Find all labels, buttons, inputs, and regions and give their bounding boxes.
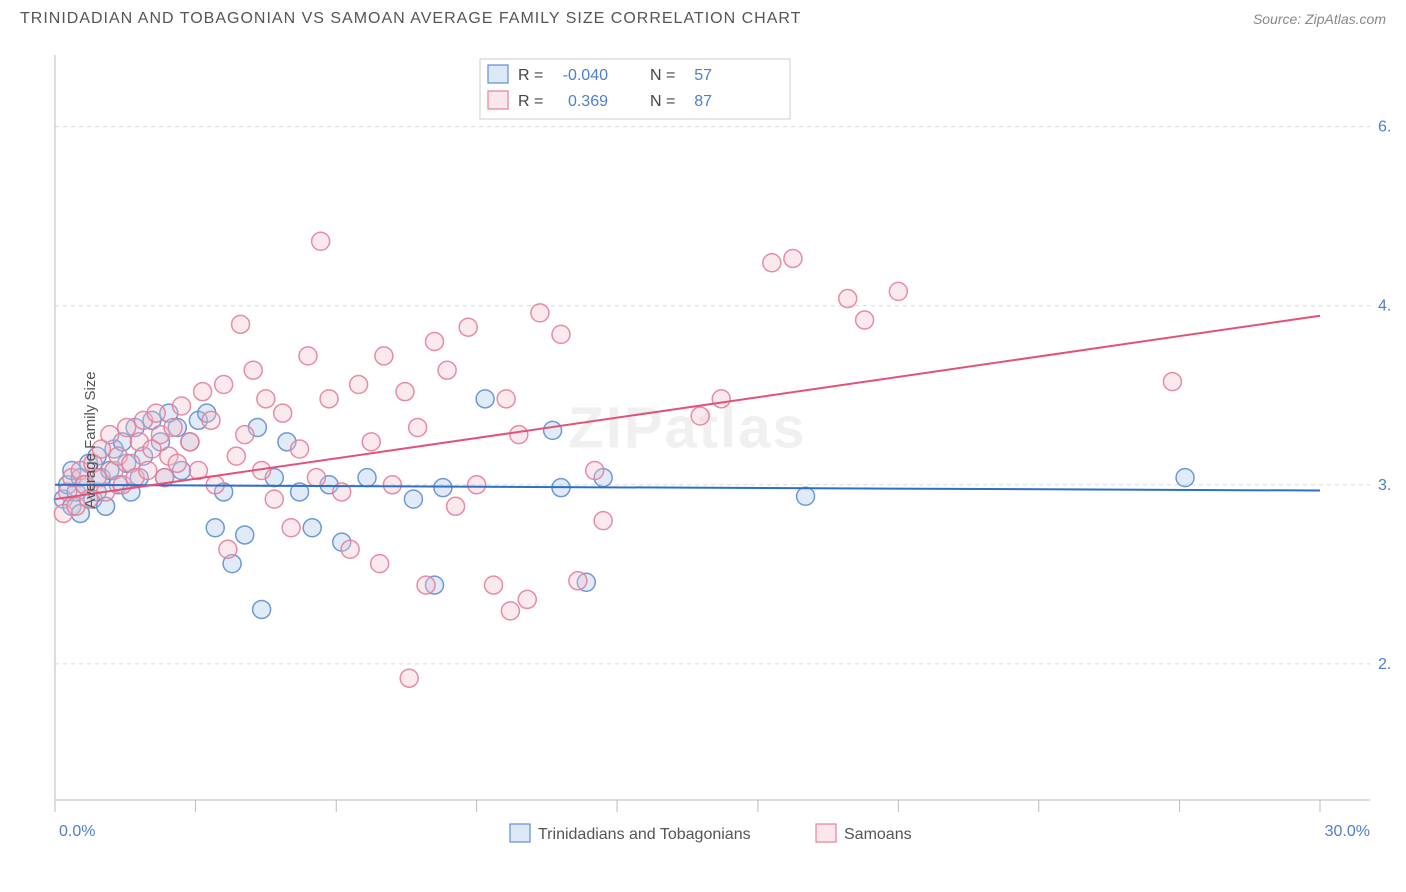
data-point — [168, 454, 186, 472]
data-point — [265, 490, 283, 508]
data-point — [856, 311, 874, 329]
trend-line — [55, 316, 1320, 499]
data-point — [476, 390, 494, 408]
data-point — [164, 419, 182, 437]
data-point — [691, 407, 709, 425]
data-point — [118, 419, 136, 437]
data-point — [358, 469, 376, 487]
data-point — [194, 383, 212, 401]
bottom-legend-label: Trinidadians and Tobagonians — [538, 826, 751, 843]
y-axis-label: Average Family Size — [82, 371, 99, 508]
data-point — [215, 376, 233, 394]
x-tick-label-min: 0.0% — [59, 823, 95, 840]
stat-r-value: 0.369 — [568, 93, 608, 110]
bottom-legend-label: Samoans — [844, 826, 912, 843]
bottom-legend-swatch — [510, 824, 530, 842]
data-point — [253, 600, 271, 618]
data-point — [400, 669, 418, 687]
stat-r-value: -0.040 — [563, 67, 608, 84]
data-point — [485, 576, 503, 594]
data-point — [763, 254, 781, 272]
data-point — [586, 461, 604, 479]
data-point — [409, 419, 427, 437]
data-point — [518, 590, 536, 608]
stat-r-label: R = — [518, 67, 543, 84]
stat-n-label: N = — [650, 67, 675, 84]
stat-r-label: R = — [518, 93, 543, 110]
data-point — [447, 497, 465, 515]
data-point — [1176, 469, 1194, 487]
data-point — [375, 347, 393, 365]
data-point — [320, 390, 338, 408]
data-point — [227, 447, 245, 465]
data-point — [236, 526, 254, 544]
data-point — [459, 318, 477, 336]
y-tick-label: 4.75 — [1378, 298, 1390, 315]
stat-n-value: 87 — [694, 93, 712, 110]
legend-swatch — [488, 91, 508, 109]
bottom-legend-swatch — [816, 824, 836, 842]
stat-n-value: 57 — [694, 67, 712, 84]
data-point — [501, 602, 519, 620]
data-point — [510, 426, 528, 444]
chart-source: Source: ZipAtlas.com — [1253, 11, 1386, 27]
data-point — [371, 555, 389, 573]
data-point — [797, 487, 815, 505]
data-point — [181, 433, 199, 451]
data-point — [274, 404, 292, 422]
data-point — [417, 576, 435, 594]
data-point — [497, 390, 515, 408]
trend-line — [55, 485, 1320, 491]
data-point — [350, 376, 368, 394]
data-point — [531, 304, 549, 322]
data-point — [1163, 373, 1181, 391]
data-point — [712, 390, 730, 408]
data-point — [282, 519, 300, 537]
data-point — [569, 572, 587, 590]
data-point — [257, 390, 275, 408]
data-point — [139, 461, 157, 479]
data-point — [307, 469, 325, 487]
data-point — [206, 519, 224, 537]
watermark-text: ZIPatlas — [568, 396, 806, 461]
data-point — [232, 315, 250, 333]
data-point — [594, 512, 612, 530]
data-point — [147, 404, 165, 422]
data-point — [434, 479, 452, 497]
x-tick-label-max: 30.0% — [1325, 823, 1370, 840]
y-tick-label: 6.00 — [1378, 119, 1390, 136]
data-point — [202, 411, 220, 429]
scatter-chart: 2.25 3.50 4.75 6.00 0.0% 30.0% ZIPatlas R = -0.0… — [40, 45, 1390, 885]
data-point — [291, 440, 309, 458]
data-point — [784, 249, 802, 267]
chart-header: TRINIDADIAN AND TOBAGONIAN VS SAMOAN AVE… — [0, 0, 1406, 33]
data-point — [889, 282, 907, 300]
data-point — [552, 325, 570, 343]
data-point — [299, 347, 317, 365]
data-point — [544, 421, 562, 439]
data-point — [468, 476, 486, 494]
data-point — [341, 540, 359, 558]
legend-swatch — [488, 65, 508, 83]
data-point — [426, 333, 444, 351]
data-point — [219, 540, 237, 558]
data-point — [236, 426, 254, 444]
data-point — [173, 397, 191, 415]
y-tick-label: 3.50 — [1378, 477, 1390, 494]
data-point — [438, 361, 456, 379]
chart-container: Average Family Size 2.253.504.756.000.0%… — [40, 45, 1390, 835]
y-tick-label: 2.25 — [1378, 656, 1390, 673]
data-point — [396, 383, 414, 401]
data-point — [312, 232, 330, 250]
data-point — [383, 476, 401, 494]
chart-title: TRINIDADIAN AND TOBAGONIAN VS SAMOAN AVE… — [20, 10, 801, 28]
data-point — [404, 490, 422, 508]
data-point — [303, 519, 321, 537]
stat-n-label: N = — [650, 93, 675, 110]
data-point — [244, 361, 262, 379]
data-point — [839, 290, 857, 308]
data-point — [101, 426, 119, 444]
data-point — [362, 433, 380, 451]
